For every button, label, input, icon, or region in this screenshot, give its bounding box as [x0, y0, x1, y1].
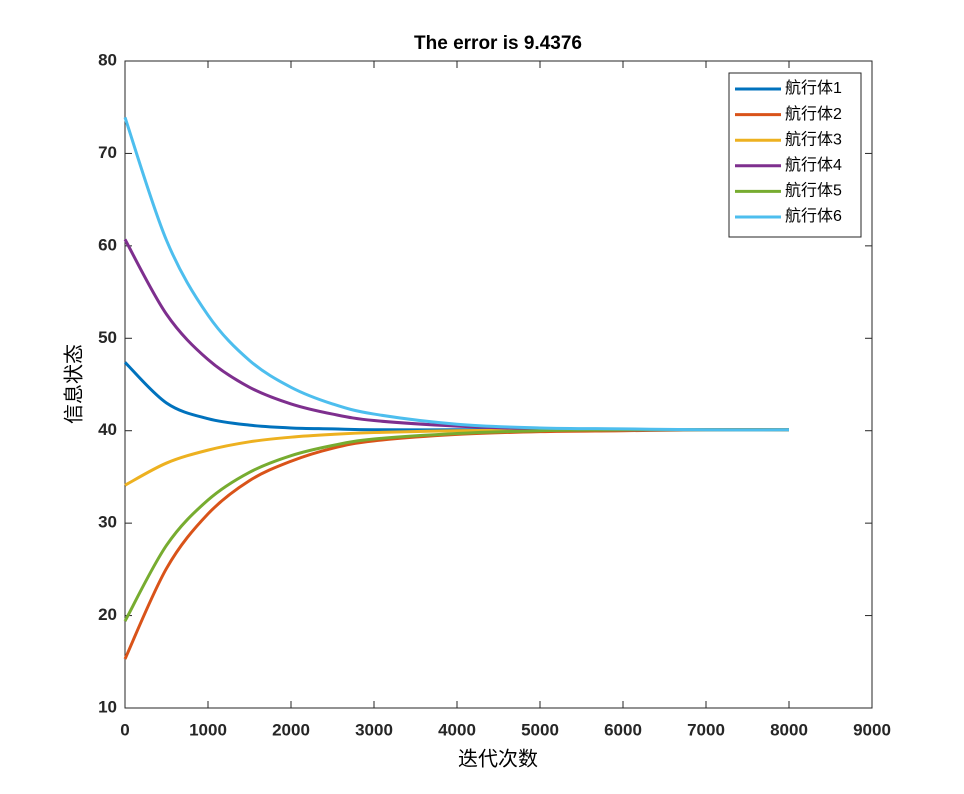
- y-tick-label: 40: [98, 420, 117, 439]
- x-tick-label: 2000: [272, 720, 310, 739]
- legend-label: 航行体6: [785, 207, 842, 225]
- x-tick-label: 4000: [438, 720, 476, 739]
- chart-title: The error is 9.4376: [414, 33, 582, 54]
- y-tick-label: 10: [98, 697, 117, 716]
- legend-label: 航行体4: [785, 156, 842, 174]
- x-tick-label: 1000: [189, 720, 227, 739]
- y-tick-label: 80: [98, 50, 117, 69]
- y-tick-label: 70: [98, 143, 117, 162]
- y-axis-label: 信息状态: [62, 344, 85, 424]
- y-tick-label: 60: [98, 235, 117, 254]
- y-tick-label: 30: [98, 513, 117, 532]
- x-tick-label: 7000: [687, 720, 725, 739]
- x-tick-label: 5000: [521, 720, 559, 739]
- x-tick-label: 0: [120, 720, 129, 739]
- y-tick-label: 50: [98, 328, 117, 347]
- legend-label: 航行体3: [785, 130, 842, 148]
- legend-label: 航行体2: [785, 105, 842, 123]
- y-tick-label: 20: [98, 605, 117, 624]
- x-tick-label: 6000: [604, 720, 642, 739]
- series-line: [123, 116, 790, 432]
- legend-label: 航行体1: [785, 79, 842, 97]
- legend-box: [728, 72, 862, 238]
- legend: 航行体1 航行体2 航行体3 航行体4 航行体5 航行体6: [728, 72, 862, 238]
- x-tick-label: 8000: [770, 720, 808, 739]
- x-tick-label: 3000: [355, 720, 393, 739]
- legend-label: 航行体5: [785, 182, 842, 200]
- x-axis-label: 迭代次数: [458, 747, 538, 770]
- x-tick-label: 9000: [853, 720, 891, 739]
